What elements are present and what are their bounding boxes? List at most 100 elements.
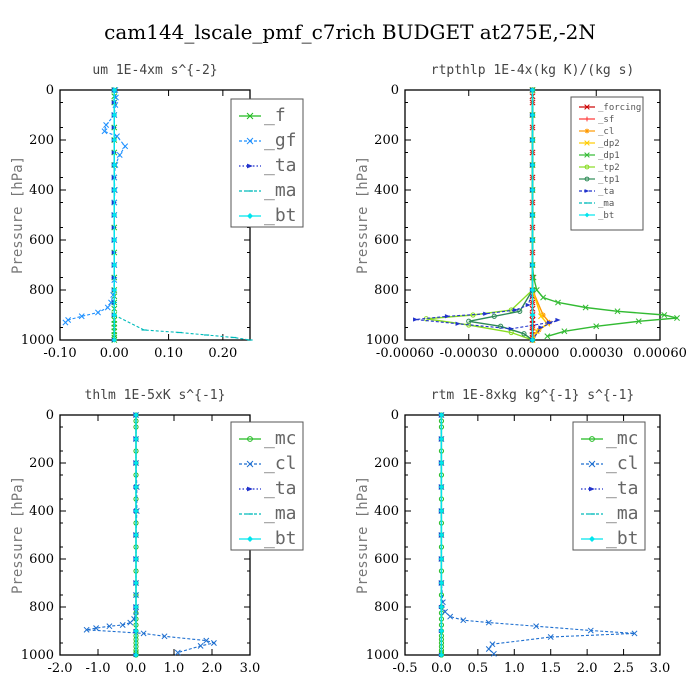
- data-point: [108, 299, 114, 306]
- y-tick-label: 600: [374, 233, 399, 248]
- data-point: [438, 484, 445, 490]
- data-point: [529, 162, 536, 168]
- data-point: [119, 622, 126, 628]
- data-point: [438, 532, 445, 538]
- series-line: [86, 415, 217, 654]
- data-point: [529, 112, 536, 118]
- y-tick-label: 800: [374, 600, 399, 615]
- x-tick-label: 2.0: [577, 661, 598, 676]
- legend-label: _ta: [264, 478, 297, 499]
- x-tick-label: -2.0: [47, 661, 72, 676]
- chart-panels: um 1E-4xm s^{-2} Pressure [hPa] 0 200 400 600…: [10, 63, 687, 676]
- data-point: [540, 312, 546, 318]
- legend-label: _ma: [264, 180, 297, 201]
- data-point: [538, 325, 544, 330]
- y-tick-label: 600: [29, 552, 54, 567]
- data-point: [111, 312, 117, 318]
- data-point: [460, 617, 467, 624]
- data-point: [529, 237, 536, 243]
- chart-panel-1: um 1E-4xm s^{-2} Pressure [hPa] 0 200 400 600…: [10, 63, 304, 361]
- series-line: [426, 90, 534, 341]
- panel-title: rtm 1E-8xkg kg^{-1} s^{-1}: [431, 388, 635, 403]
- plot-frame: [404, 414, 661, 656]
- data-point: [83, 626, 90, 633]
- data-point: [442, 608, 449, 615]
- data-point: [587, 627, 594, 634]
- data-point: [661, 312, 668, 318]
- data-point: [485, 619, 492, 626]
- data-point: [438, 652, 445, 658]
- y-tick-label: 200: [29, 133, 54, 148]
- data-point: [111, 87, 117, 93]
- data-point: [197, 642, 204, 649]
- legend-marker: [589, 486, 595, 492]
- data-point: [466, 318, 472, 324]
- y-tick-label: 1000: [366, 648, 399, 663]
- data-point: [508, 326, 514, 331]
- y-tick-label: 0: [46, 83, 54, 98]
- legend-label: _cl: [598, 127, 614, 137]
- data-point: [517, 308, 523, 314]
- x-tick-label: 1.0: [504, 661, 525, 676]
- y-tick-label: 1000: [21, 333, 54, 348]
- series-bt: [111, 87, 117, 343]
- data-point: [438, 628, 445, 634]
- legend-label: _ma: [606, 503, 639, 524]
- legend-marker: [246, 460, 254, 468]
- x-tick-label: 1.5: [540, 661, 561, 676]
- legend-label: _bt: [264, 528, 297, 549]
- y-tick-label: 200: [29, 456, 54, 471]
- data-point: [122, 143, 129, 150]
- data-point: [111, 337, 117, 343]
- legend-marker: [246, 137, 254, 145]
- legend-marker: [247, 213, 253, 219]
- legend-label: _tp2: [598, 163, 620, 173]
- legend-label: _cl: [264, 453, 297, 474]
- data-point: [106, 623, 113, 630]
- x-tick-label: -0.5: [392, 661, 417, 676]
- legend: _f _gf _ta _ma _bt: [230, 98, 304, 228]
- x-tick-label: 0.00030: [569, 346, 623, 361]
- y-tick-label: 400: [29, 504, 54, 519]
- legend-marker: [584, 152, 590, 158]
- y-tick-label: 0: [391, 408, 399, 423]
- series-gf: [62, 87, 129, 326]
- data-point: [533, 287, 540, 293]
- data-point: [529, 287, 536, 293]
- x-tick-label: 0.10: [154, 346, 183, 361]
- x-tick-label: 0.0: [431, 661, 452, 676]
- legend: _mc _cl _ta _ma _bt: [572, 421, 646, 551]
- data-point: [438, 604, 445, 610]
- data-point: [174, 649, 181, 656]
- data-point: [111, 237, 117, 243]
- y-tick-label: 1000: [366, 333, 399, 348]
- data-point: [116, 152, 123, 158]
- legend-marker: [589, 536, 595, 542]
- x-tick-label: 0.20: [208, 346, 237, 361]
- data-point: [533, 623, 540, 630]
- data-point: [438, 436, 445, 442]
- data-point: [133, 508, 139, 514]
- data-point: [521, 331, 527, 337]
- legend-label: _dp2: [598, 139, 620, 149]
- data-point: [111, 112, 117, 118]
- series-line: [415, 90, 559, 341]
- legend-marker: [584, 164, 590, 170]
- data-point: [529, 87, 536, 93]
- x-tick-label: 0.0: [126, 661, 147, 676]
- legend-marker: [247, 436, 253, 442]
- data-point: [133, 604, 139, 610]
- x-tick-label: 0.5: [468, 661, 489, 676]
- chart-panel-4: rtm 1E-8xkg kg^{-1} s^{-1} Pressure [hPa]…: [355, 388, 670, 676]
- legend-label: _forcing: [598, 103, 641, 113]
- data-point: [133, 436, 139, 442]
- series-bt: [133, 412, 139, 658]
- data-point: [203, 637, 210, 644]
- data-point: [544, 333, 551, 340]
- legend-label: _ta: [606, 478, 639, 499]
- y-axis-label: Pressure [hPa]: [355, 156, 371, 274]
- legend-marker: [247, 163, 253, 169]
- y-axis-label: Pressure [hPa]: [355, 476, 371, 594]
- legend-marker: [584, 116, 590, 122]
- legend-marker: [584, 104, 590, 110]
